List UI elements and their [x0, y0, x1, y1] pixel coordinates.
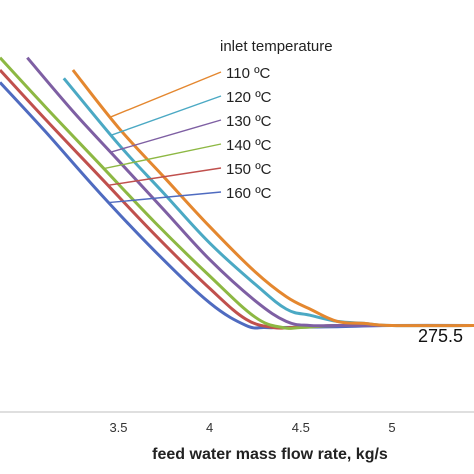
x-tick-label: 5	[388, 420, 395, 435]
x-tick-labels: 3.544.555.5	[109, 420, 395, 435]
legend-leader-line-1	[109, 71, 222, 118]
legend-entry-5: 150 ºC	[226, 161, 272, 178]
x-tick-label: 4.5	[292, 420, 310, 435]
legend-leader-line-2	[110, 95, 222, 136]
legend-entry-6: 160 ºC	[226, 185, 272, 202]
legend-leader-line-5	[107, 167, 222, 186]
x-tick-label: 4	[206, 420, 213, 435]
value-annotation: 275.5	[418, 326, 463, 346]
legend-entry-1: 110 ºC	[226, 65, 271, 82]
legend-entry-4: 140 ºC	[226, 137, 272, 154]
x-tick-label: 3.5	[109, 420, 127, 435]
legend: 110 ºC 120 ºC 130 ºC 140 ºC 150 ºC 160 ºC	[226, 65, 272, 202]
legend-leader-line-4	[103, 143, 222, 170]
legend-title: inlet temperature	[220, 38, 333, 55]
legend-leader-line-3	[110, 119, 222, 153]
legend-leader-lines	[103, 71, 222, 204]
series-line-3	[26, 56, 474, 328]
legend-leader-line-6	[108, 191, 222, 204]
legend-entry-3: 130 ºC	[226, 113, 272, 130]
x-axis-label: feed water mass flow rate, kg/s	[152, 446, 388, 463]
legend-entry-2: 120 ºC	[226, 89, 272, 106]
